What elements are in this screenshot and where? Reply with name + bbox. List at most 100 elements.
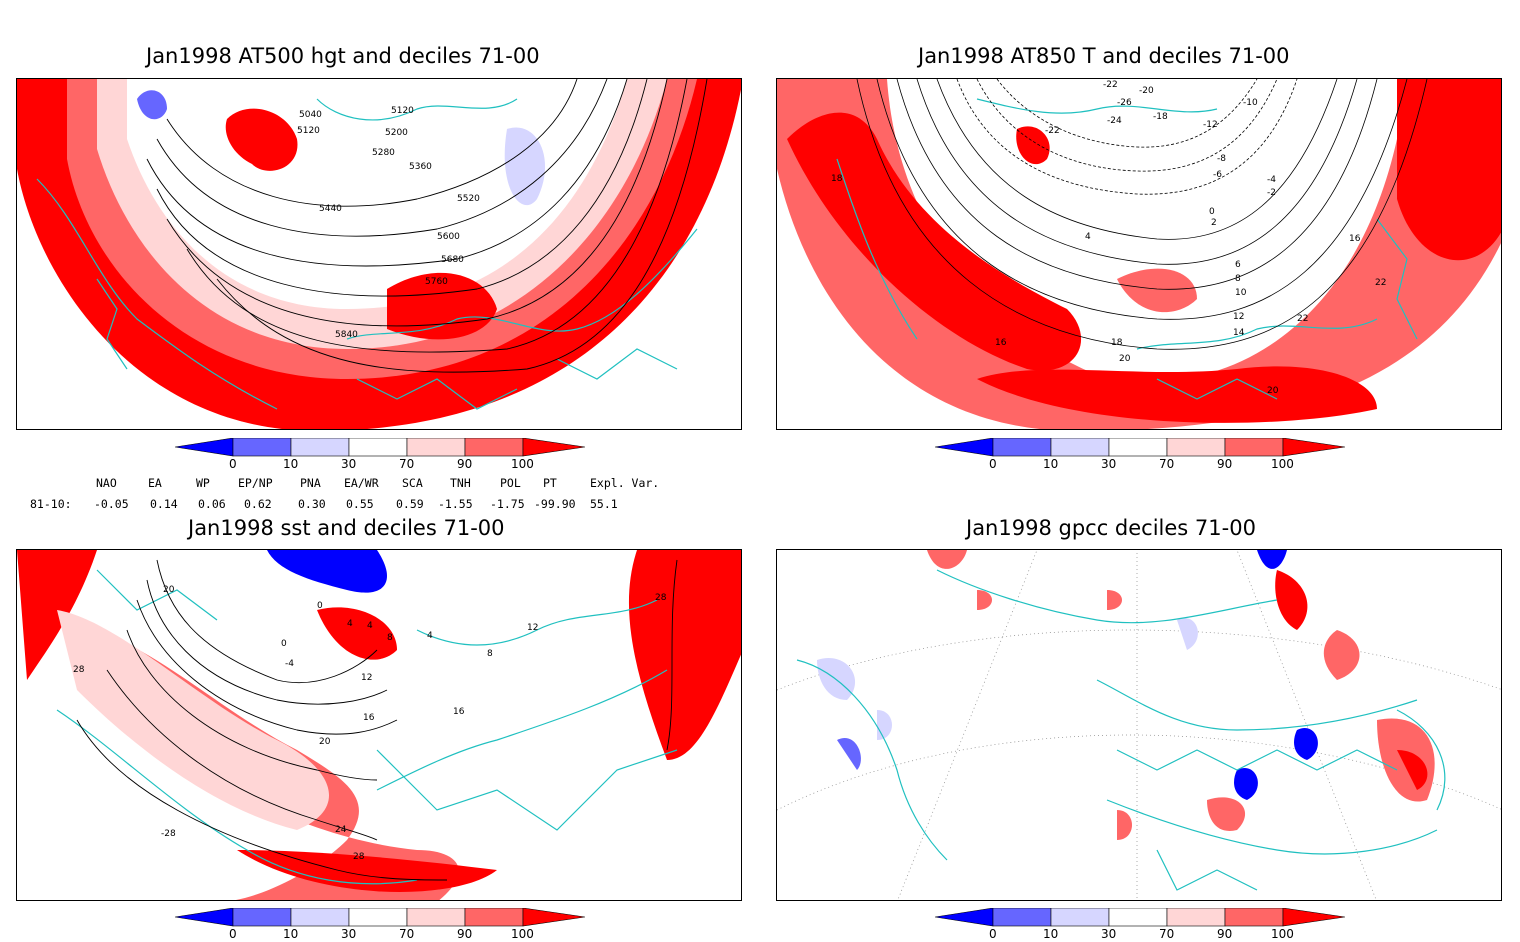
contour-labels: -22 -26 -24 -22 -18 -20 -10 -12 -8 -6 -4… — [831, 80, 1386, 396]
contour-label: 0 — [317, 601, 323, 611]
colorbar-tick: 70 — [399, 457, 414, 471]
contour-label: -4 — [1267, 175, 1276, 185]
panel-title-sst: Jan1998 sst and deciles 71-00 — [188, 516, 505, 540]
contour-label: 5040 — [299, 110, 322, 120]
colorbar-gpcc: 0 10 30 70 90 100 — [935, 908, 1345, 942]
contour-label: 5200 — [385, 128, 408, 138]
coastlines — [836, 98, 1418, 400]
colorbar-tick: 90 — [457, 457, 472, 471]
contour-label: 16 — [995, 338, 1007, 348]
contour-label: 5280 — [372, 148, 395, 158]
contour-label: 5120 — [391, 106, 414, 116]
panel-title-gpcc: Jan1998 gpcc deciles 71-00 — [966, 516, 1256, 540]
index-value: -99.90 — [534, 497, 576, 511]
contour-labels: 20 0 4 8 4 4 0 -4 12 16 20 16 24 28 -28 … — [73, 585, 667, 862]
colorbar-tick: 100 — [1271, 457, 1294, 471]
colorbar-tick: 90 — [1217, 457, 1232, 471]
index-header: PNA — [300, 476, 321, 490]
contour-label: 20 — [319, 737, 331, 747]
contour-label: -24 — [1107, 116, 1122, 126]
index-header: PT — [543, 476, 557, 490]
contour-label: 20 — [163, 585, 175, 595]
panel-title-t850: Jan1998 AT850 T and deciles 71-00 — [918, 44, 1290, 68]
index-value: 0.06 — [198, 497, 226, 511]
contour-label: -18 — [1153, 112, 1168, 122]
sst-contours — [76, 559, 678, 881]
contour-label: 5360 — [409, 162, 432, 172]
map-panel-gpcc — [776, 549, 1502, 901]
index-header: WP — [196, 476, 210, 490]
contour-label: 12 — [1233, 312, 1244, 322]
contour-label: -6 — [1213, 170, 1222, 180]
colorbar-tick: 0 — [989, 457, 997, 471]
contour-label: -12 — [1203, 120, 1218, 130]
contour-label: -20 — [1139, 86, 1154, 96]
contour-label: 4 — [427, 631, 433, 641]
colorbar-tick: 70 — [1159, 457, 1174, 471]
contour-label: 4 — [1085, 232, 1091, 242]
colorbar-tick: 100 — [1271, 927, 1294, 941]
index-value: 0.62 — [244, 497, 272, 511]
contour-label: 5520 — [457, 194, 480, 204]
contour-label: 16 — [453, 707, 465, 717]
contour-label: -28 — [161, 829, 176, 839]
contour-label: 4 — [347, 619, 353, 629]
index-value: 0.59 — [396, 497, 424, 511]
temperature-contours — [856, 79, 1428, 350]
contour-label: 5600 — [437, 232, 460, 242]
index-value: 55.1 — [590, 497, 618, 511]
colorbar-tick: 90 — [1217, 927, 1232, 941]
colorbar-tick: 10 — [283, 457, 298, 471]
index-value: 0.55 — [346, 497, 374, 511]
contour-label: 5840 — [335, 330, 358, 340]
colorbar: 0 10 30 70 90 100 — [935, 438, 1345, 471]
colorbar: 0 10 30 70 90 100 — [175, 908, 585, 941]
colorbar-tick: 70 — [1159, 927, 1174, 941]
contour-label: 16 — [1349, 234, 1361, 244]
contour-label: 28 — [353, 852, 365, 862]
coastlines — [796, 569, 1446, 891]
contour-label: 16 — [363, 713, 375, 723]
contour-label: 2 — [1211, 218, 1217, 228]
colorbar-tick: 30 — [341, 927, 356, 941]
contour-label: 5760 — [425, 277, 448, 287]
index-header: EA/WR — [344, 476, 379, 490]
colorbar-tick: 70 — [399, 927, 414, 941]
colorbar-tick: 0 — [229, 927, 237, 941]
contour-label: 22 — [1375, 278, 1386, 288]
contour-label: 5440 — [319, 204, 342, 214]
colorbar: 0 10 30 70 90 100 — [935, 908, 1345, 941]
contour-label: 28 — [655, 593, 667, 603]
panel-title-z500: Jan1998 AT500 hgt and deciles 71-00 — [146, 44, 540, 68]
colorbar-tick: 100 — [511, 457, 534, 471]
colorbar-tick: 30 — [341, 457, 356, 471]
contour-label: 6 — [1235, 260, 1241, 270]
contour-label: -22 — [1103, 80, 1118, 90]
contour-label: -8 — [1217, 154, 1226, 164]
index-row-label: 81-10: — [30, 497, 72, 511]
index-header: Expl. Var. — [590, 476, 660, 490]
contour-label: 24 — [335, 825, 347, 835]
contour-label: -22 — [1045, 126, 1060, 136]
coastlines — [36, 98, 698, 410]
contour-label: 0 — [281, 639, 287, 649]
colorbar-tick: 90 — [457, 927, 472, 941]
colorbar-tick: 0 — [989, 927, 997, 941]
contour-label: 22 — [1297, 314, 1308, 324]
contour-label: 8 — [487, 649, 493, 659]
contour-label: 5680 — [441, 255, 464, 265]
contour-label: 8 — [1235, 274, 1241, 284]
colorbar-z500: 0 10 30 70 90 100 — [175, 438, 585, 472]
coastlines — [56, 569, 678, 885]
colorbar: 0 10 30 70 90 100 — [175, 438, 585, 471]
index-header: EP/NP — [238, 476, 273, 490]
index-value: -1.55 — [438, 497, 473, 511]
index-value: -1.75 — [490, 497, 525, 511]
index-header: POL — [500, 476, 521, 490]
index-value: 0.14 — [150, 497, 178, 511]
index-header: NAO — [96, 476, 117, 490]
colorbar-tick: 100 — [511, 927, 534, 941]
contour-label: 5120 — [297, 126, 320, 136]
contour-labels: 5040 5120 5120 5200 5280 5360 5440 5520 … — [297, 106, 480, 340]
index-value: 0.30 — [298, 497, 326, 511]
